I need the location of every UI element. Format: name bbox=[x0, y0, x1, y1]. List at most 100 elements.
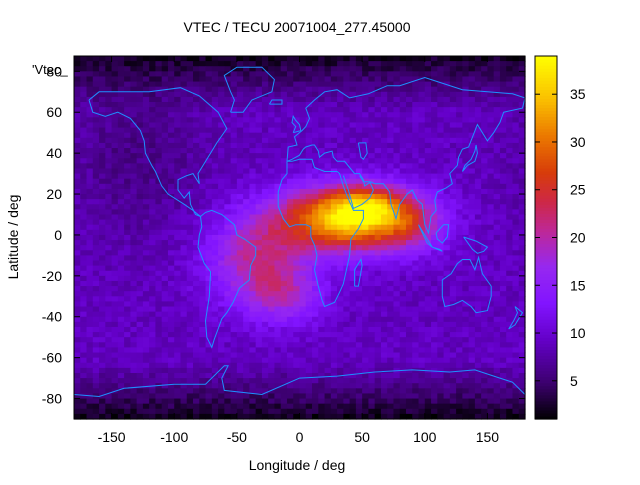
heatmap-cell bbox=[349, 142, 357, 149]
heatmap-cell bbox=[111, 316, 119, 323]
heatmap-cell bbox=[431, 56, 438, 62]
heatmap-cell bbox=[161, 91, 169, 98]
heatmap-cell bbox=[512, 311, 520, 318]
heatmap-cell bbox=[512, 56, 520, 62]
heatmap-cell bbox=[230, 342, 238, 349]
heatmap-cell bbox=[343, 107, 351, 113]
heatmap-cell bbox=[405, 255, 413, 262]
heatmap-cell bbox=[487, 142, 495, 149]
heatmap-cell bbox=[249, 56, 257, 62]
heatmap-cell bbox=[405, 372, 413, 379]
heatmap-cell bbox=[74, 352, 81, 359]
heatmap-cell bbox=[405, 153, 413, 159]
heatmap-cell bbox=[343, 347, 351, 354]
heatmap-cell bbox=[462, 219, 470, 226]
heatmap-cell bbox=[462, 240, 470, 246]
heatmap-cell bbox=[349, 306, 357, 313]
heatmap-cell bbox=[205, 142, 213, 149]
heatmap-cell bbox=[86, 240, 94, 246]
heatmap-cell bbox=[136, 367, 144, 374]
heatmap-cell bbox=[218, 372, 225, 379]
heatmap-cell bbox=[337, 117, 344, 124]
heatmap-cell bbox=[199, 219, 207, 226]
heatmap-cell bbox=[280, 240, 288, 246]
heatmap-cell bbox=[136, 178, 144, 185]
heatmap-cell bbox=[330, 209, 338, 216]
heatmap-cell bbox=[380, 316, 388, 323]
heatmap-cell bbox=[268, 199, 276, 205]
heatmap-cell bbox=[368, 342, 376, 349]
heatmap-cell bbox=[418, 250, 426, 256]
heatmap-cell bbox=[518, 291, 526, 297]
heatmap-cell bbox=[355, 306, 363, 313]
heatmap-cell bbox=[499, 219, 507, 226]
heatmap-cell bbox=[499, 357, 507, 364]
heatmap-cell bbox=[105, 229, 113, 236]
heatmap-cell bbox=[362, 306, 369, 313]
heatmap-cell bbox=[387, 286, 395, 292]
heatmap-cell bbox=[293, 61, 301, 67]
heatmap-cell bbox=[274, 240, 282, 246]
heatmap-cell bbox=[280, 224, 288, 231]
heatmap-cell bbox=[180, 352, 188, 359]
heatmap-cell bbox=[343, 76, 351, 83]
heatmap-cell bbox=[255, 275, 263, 282]
heatmap-cell bbox=[518, 117, 526, 124]
heatmap-cell bbox=[149, 316, 157, 323]
heatmap-cell bbox=[105, 372, 113, 379]
heatmap-cell bbox=[324, 301, 332, 308]
heatmap-cell bbox=[424, 56, 432, 62]
heatmap-cell bbox=[324, 275, 332, 282]
heatmap-cell bbox=[487, 117, 495, 124]
heatmap-cell bbox=[337, 209, 344, 216]
heatmap-cell bbox=[431, 112, 438, 118]
heatmap-cell bbox=[230, 291, 238, 297]
heatmap-cell bbox=[418, 270, 426, 277]
heatmap-cell bbox=[130, 286, 138, 292]
heatmap-cell bbox=[468, 224, 476, 231]
heatmap-cell bbox=[174, 332, 182, 338]
heatmap-cell bbox=[142, 137, 150, 144]
heatmap-cell bbox=[142, 398, 150, 405]
heatmap-cell bbox=[117, 224, 125, 231]
heatmap-cell bbox=[86, 332, 94, 338]
heatmap-cell bbox=[499, 96, 507, 103]
heatmap-cell bbox=[255, 372, 263, 379]
heatmap-cell bbox=[149, 337, 157, 343]
heatmap-cell bbox=[431, 107, 438, 113]
heatmap-cell bbox=[499, 378, 507, 384]
heatmap-cell bbox=[449, 163, 457, 170]
heatmap-cell bbox=[481, 122, 489, 129]
heatmap-cell bbox=[111, 275, 119, 282]
heatmap-cell bbox=[474, 117, 482, 124]
heatmap-cell bbox=[268, 388, 276, 395]
heatmap-cell bbox=[105, 66, 113, 72]
heatmap-cell bbox=[199, 168, 207, 175]
heatmap-cell bbox=[92, 337, 100, 343]
heatmap-cell bbox=[236, 148, 244, 154]
heatmap-cell bbox=[205, 286, 213, 292]
heatmap-cell bbox=[167, 403, 175, 410]
heatmap-cell bbox=[74, 127, 81, 134]
heatmap-cell bbox=[249, 240, 257, 246]
heatmap-cell bbox=[368, 61, 376, 67]
heatmap-cell bbox=[393, 173, 401, 180]
heatmap-cell bbox=[286, 255, 294, 262]
heatmap-cell bbox=[161, 378, 169, 384]
heatmap-cell bbox=[205, 66, 213, 72]
heatmap-cell bbox=[349, 107, 357, 113]
heatmap-cell bbox=[236, 296, 244, 303]
heatmap-cell bbox=[236, 102, 244, 108]
heatmap-cell bbox=[437, 362, 445, 369]
heatmap-cell bbox=[499, 291, 507, 297]
heatmap-cell bbox=[180, 107, 188, 113]
heatmap-cell bbox=[186, 260, 194, 267]
heatmap-cell bbox=[493, 173, 501, 180]
heatmap-cell bbox=[299, 342, 307, 349]
heatmap-cell bbox=[286, 383, 294, 389]
heatmap-cell bbox=[324, 280, 332, 287]
heatmap-cell bbox=[374, 250, 382, 256]
heatmap-cell bbox=[312, 178, 319, 185]
heatmap-cell bbox=[142, 255, 150, 262]
heatmap-cell bbox=[493, 270, 501, 277]
